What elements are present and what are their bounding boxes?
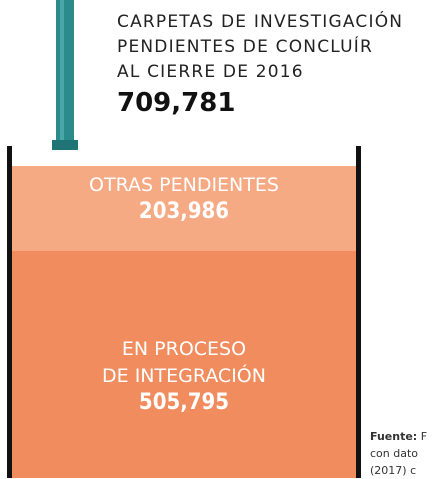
segment-upper	[12, 166, 356, 251]
segment-value: 203,986	[138, 199, 230, 224]
source-label: Fuente:	[370, 430, 418, 443]
source-text: F	[420, 430, 428, 443]
segment-text: OTRAS PENDIENTES 203,986	[12, 172, 356, 224]
segment-label: DE INTEGRACIÓN	[102, 365, 266, 387]
source: Fuente: F con dato (2017) c	[370, 428, 448, 479]
source-line: con dato	[370, 447, 419, 460]
source-line: Fuente: F	[370, 428, 448, 445]
container-wall-left	[7, 146, 12, 478]
pipe-flange	[52, 140, 78, 150]
title-line: CARPETAS DE INVESTIGACIÓN	[117, 12, 404, 32]
title-line: PENDIENTES DE CONCLUÍR	[117, 37, 373, 57]
segment-lower	[12, 251, 356, 478]
title: CARPETAS DE INVESTIGACIÓN PENDIENTES DE …	[117, 10, 403, 85]
source-line: (2017) c	[370, 464, 417, 477]
pipe	[56, 0, 74, 142]
container-wall-right	[356, 146, 361, 478]
segment-value: 505,795	[138, 390, 230, 415]
title-line: AL CIERRE DE 2016	[117, 62, 304, 82]
segment-label: OTRAS PENDIENTES	[89, 174, 279, 196]
total: 709,781	[117, 88, 236, 118]
pipe-highlight	[60, 0, 64, 142]
segment-label: EN PROCESO	[121, 338, 247, 360]
segment-text: EN PROCESO DE INTEGRACIÓN 505,795	[12, 336, 356, 415]
